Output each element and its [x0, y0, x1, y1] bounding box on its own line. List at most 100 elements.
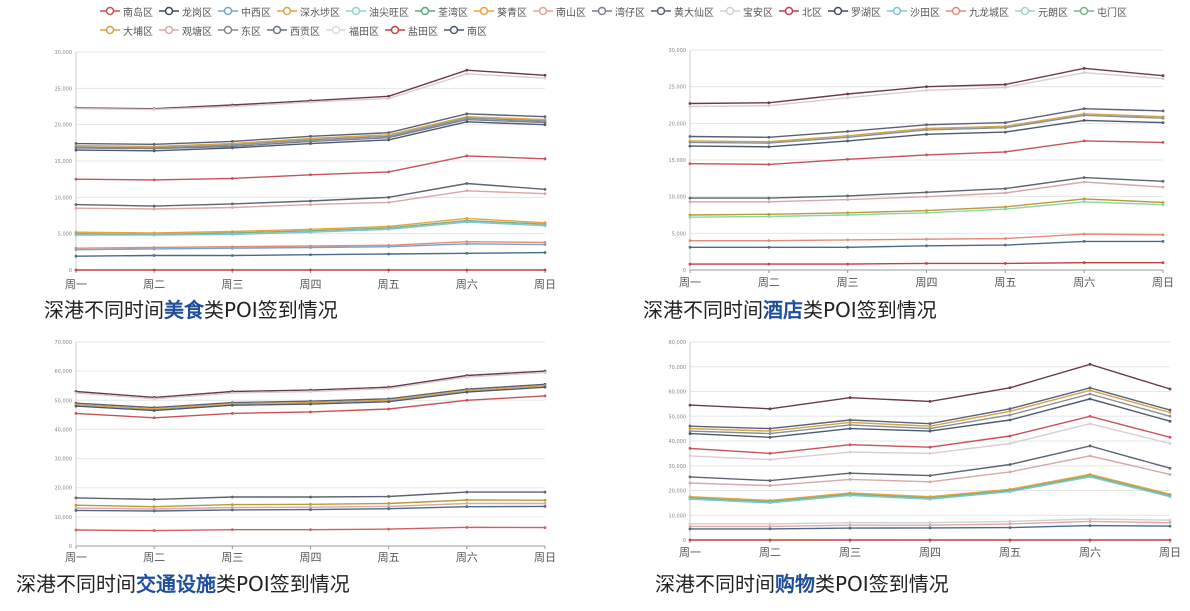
x-tick-label: 周二 [758, 276, 780, 289]
x-tick-label: 周四 [300, 551, 322, 564]
data-point [543, 192, 547, 196]
data-point [309, 495, 312, 499]
legend-label: 深水埗区 [300, 7, 340, 19]
legend-item[interactable]: 深水埗区 [277, 2, 340, 20]
data-point [848, 396, 852, 400]
legend-item[interactable]: 盐田区 [385, 21, 438, 39]
legend-item[interactable]: 元朗区 [1015, 2, 1068, 20]
data-point [543, 394, 547, 398]
data-point [387, 131, 391, 135]
x-tick-label: 周五 [994, 276, 1016, 289]
data-point [1008, 407, 1012, 411]
data-point [465, 525, 469, 529]
legend-item[interactable]: 观塘区 [159, 21, 212, 39]
data-point [152, 509, 156, 513]
shopping-chart-panel: 0 10,000 20,000 30,000 40,000 50,000 60,000 70,… [640, 336, 1185, 568]
legend-item[interactable]: 龙岗区 [159, 2, 212, 20]
data-point [309, 203, 312, 207]
legend-item[interactable]: 南岛区 [100, 2, 153, 20]
data-point [309, 268, 312, 272]
data-point [230, 202, 234, 206]
data-point [928, 427, 932, 431]
legend-item[interactable]: 福田区 [326, 21, 379, 39]
data-point [152, 108, 156, 111]
data-point [309, 502, 312, 506]
data-point [74, 254, 78, 258]
data-point [465, 118, 469, 121]
legend-label: 盐田区 [408, 26, 438, 38]
data-point [230, 391, 234, 395]
legend-item[interactable]: 南山区 [533, 2, 586, 20]
data-point [1003, 121, 1007, 124]
data-point [1003, 191, 1007, 195]
data-point [230, 268, 234, 272]
data-point [152, 268, 156, 272]
data-point [1003, 187, 1007, 191]
data-point [309, 100, 312, 104]
legend-marker-icon [218, 6, 238, 16]
y-tick-label: 30,000 [669, 48, 687, 54]
data-point [846, 92, 850, 96]
data-point [767, 212, 771, 216]
data-point [846, 139, 850, 143]
legend-item[interactable]: 湾仔区 [592, 2, 645, 20]
data-point [152, 142, 156, 146]
legend-item[interactable]: 沙田区 [887, 2, 940, 20]
data-point [1082, 176, 1086, 180]
data-point [543, 268, 547, 272]
legend-item[interactable]: 荃湾区 [415, 2, 468, 20]
data-point [848, 521, 852, 525]
data-point [74, 412, 78, 415]
legend-item[interactable]: 油尖旺区 [346, 2, 409, 20]
data-point [688, 102, 692, 105]
x-tick-label: 周二 [143, 551, 165, 564]
data-point [1088, 414, 1092, 418]
data-point [387, 138, 391, 142]
legend-marker-icon [159, 25, 179, 35]
legend-item[interactable]: 西贡区 [267, 21, 320, 39]
data-point [1168, 419, 1172, 423]
caption-highlight: 美食 [164, 298, 204, 322]
legend-item[interactable]: 黄大仙区 [651, 2, 714, 20]
legend-marker-icon [100, 25, 120, 35]
legend-item[interactable]: 屯门区 [1074, 2, 1127, 20]
legend-item[interactable]: 北区 [779, 2, 822, 20]
x-tick-label: 周一 [679, 546, 701, 559]
legend-item[interactable]: 大埔区 [100, 21, 153, 39]
data-point [1161, 185, 1165, 189]
legend-item[interactable]: 中西区 [218, 2, 271, 20]
data-point [1003, 83, 1007, 86]
data-point [309, 390, 312, 393]
data-point [74, 506, 78, 510]
data-point [1168, 521, 1172, 525]
series-line [689, 140, 1164, 166]
data-point [1161, 261, 1165, 265]
y-tick-label: 5,000 [672, 231, 686, 237]
y-tick-label: 60,000 [55, 369, 73, 375]
data-point [1168, 495, 1172, 499]
legend-item[interactable]: 葵青区 [474, 2, 527, 20]
data-point [925, 132, 928, 136]
legend-item[interactable]: 宝安区 [720, 2, 773, 20]
data-point [152, 416, 156, 420]
data-point [543, 526, 547, 530]
legend-label: 西贡区 [290, 26, 320, 38]
shopping-chart-caption: 深港不同时间购物类POI签到情况 [655, 568, 949, 597]
data-point [152, 178, 156, 182]
x-tick-label: 周一 [65, 551, 87, 564]
data-point [928, 474, 932, 478]
data-point [928, 526, 932, 530]
data-point [465, 220, 469, 224]
data-point [1088, 475, 1092, 479]
caption-prefix: 深港不同时间 [643, 298, 763, 322]
data-point [688, 403, 692, 407]
data-point [465, 242, 469, 246]
caption-highlight: 酒店 [763, 298, 803, 322]
data-point [465, 498, 469, 502]
data-point [74, 503, 78, 507]
data-point [848, 538, 852, 542]
legend-item[interactable]: 南区 [444, 21, 487, 39]
legend-item[interactable]: 九龙城区 [946, 2, 1009, 20]
legend-item[interactable]: 罗湖区 [828, 2, 881, 20]
legend-item[interactable]: 东区 [218, 21, 261, 39]
